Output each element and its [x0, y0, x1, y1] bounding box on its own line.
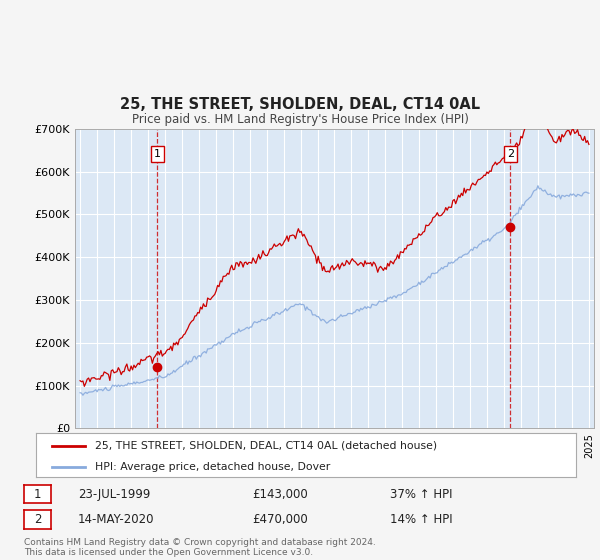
Text: Price paid vs. HM Land Registry's House Price Index (HPI): Price paid vs. HM Land Registry's House …	[131, 113, 469, 126]
Text: 2: 2	[507, 150, 514, 159]
Text: Contains HM Land Registry data © Crown copyright and database right 2024.
This d: Contains HM Land Registry data © Crown c…	[24, 538, 376, 557]
Text: HPI: Average price, detached house, Dover: HPI: Average price, detached house, Dove…	[95, 461, 331, 472]
Text: 1: 1	[154, 150, 161, 159]
Text: 23-JUL-1999: 23-JUL-1999	[78, 488, 151, 501]
Text: £143,000: £143,000	[252, 488, 308, 501]
Text: 1: 1	[34, 488, 41, 501]
Text: 37% ↑ HPI: 37% ↑ HPI	[390, 488, 452, 501]
Text: £470,000: £470,000	[252, 513, 308, 526]
Text: 25, THE STREET, SHOLDEN, DEAL, CT14 0AL: 25, THE STREET, SHOLDEN, DEAL, CT14 0AL	[120, 97, 480, 112]
Text: 14% ↑ HPI: 14% ↑ HPI	[390, 513, 452, 526]
Text: 2: 2	[34, 513, 41, 526]
Text: 14-MAY-2020: 14-MAY-2020	[78, 513, 155, 526]
Text: 25, THE STREET, SHOLDEN, DEAL, CT14 0AL (detached house): 25, THE STREET, SHOLDEN, DEAL, CT14 0AL …	[95, 441, 437, 451]
